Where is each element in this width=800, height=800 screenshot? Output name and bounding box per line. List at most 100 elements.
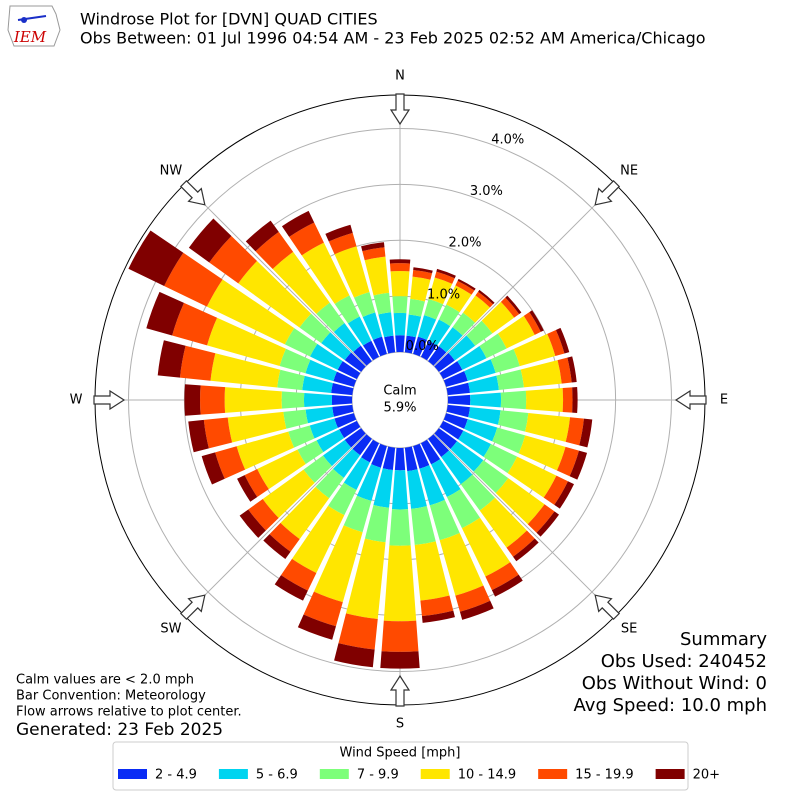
- wedge: [554, 481, 574, 509]
- wedge: [337, 361, 361, 380]
- wedge: [389, 263, 411, 272]
- wedge: [373, 292, 392, 315]
- legend-swatch: [218, 769, 248, 779]
- legend-label: 10 - 14.9: [458, 768, 516, 783]
- legend-label: 7 - 9.9: [357, 768, 399, 783]
- wedge: [323, 439, 352, 467]
- direction-label: NW: [160, 163, 183, 178]
- arrow-shape: [179, 594, 206, 621]
- wedge: [283, 409, 308, 429]
- wedge: [446, 489, 481, 529]
- direction-arrow: [389, 674, 411, 707]
- wedge: [382, 446, 396, 470]
- wedge: [439, 532, 484, 596]
- wedge: [184, 384, 201, 416]
- wedge: [302, 375, 333, 394]
- wedge: [421, 610, 455, 623]
- wedge: [464, 359, 496, 381]
- wedge: [362, 312, 383, 340]
- arrow-shape: [594, 594, 621, 621]
- wedge: [565, 417, 584, 446]
- wedge: [463, 295, 490, 323]
- wedge: [529, 310, 544, 332]
- wedge: [457, 278, 476, 291]
- wedge: [556, 446, 579, 477]
- legend-swatch: [420, 769, 450, 779]
- wedge: [500, 390, 527, 410]
- wedge: [520, 360, 562, 388]
- legend-swatch: [538, 769, 568, 779]
- wedge: [238, 260, 312, 328]
- wedge: [404, 446, 418, 472]
- wedge: [434, 271, 455, 284]
- y-tick-label: 2.0%: [448, 236, 481, 251]
- wedge: [353, 345, 372, 366]
- wedge: [201, 452, 225, 485]
- wedge: [255, 231, 294, 270]
- wedge: [281, 210, 315, 237]
- wedge: [395, 335, 405, 353]
- wedge: [333, 371, 357, 387]
- wedge: [381, 620, 419, 652]
- direction-label: W: [70, 393, 83, 408]
- wedge: [446, 285, 472, 313]
- wedge: [291, 505, 345, 573]
- wedge: [380, 651, 420, 669]
- wedge: [334, 413, 357, 428]
- wedge: [438, 304, 460, 327]
- wedge: [450, 441, 484, 472]
- wedge: [555, 327, 570, 354]
- wedge: [281, 558, 317, 591]
- wedge: [455, 280, 475, 295]
- wedge: [412, 269, 433, 280]
- logo-map: [7, 5, 61, 47]
- wedge: [513, 333, 556, 367]
- wedge: [448, 335, 476, 361]
- wedge: [203, 417, 233, 449]
- wedge: [413, 336, 428, 357]
- wedge: [309, 418, 338, 439]
- wedge: [431, 459, 461, 498]
- wedge: [332, 404, 354, 417]
- wedge: [334, 246, 370, 298]
- wedge: [478, 289, 495, 305]
- wedge: [378, 312, 394, 338]
- wedge: [569, 450, 588, 480]
- wedge: [518, 435, 566, 471]
- wedge: [460, 474, 496, 511]
- wedge: [458, 430, 492, 457]
- wedge: [344, 352, 366, 372]
- wedge: [288, 425, 315, 448]
- wedge: [497, 410, 529, 432]
- wedge: [239, 509, 266, 538]
- y-tick-label: 3.0%: [470, 184, 503, 199]
- wedge: [562, 387, 573, 413]
- y-tick-label: 4.0%: [491, 132, 524, 147]
- wedge: [297, 440, 324, 465]
- direction-arrow: [179, 179, 206, 206]
- wedge: [315, 468, 344, 499]
- wedge: [481, 301, 515, 334]
- wedge: [547, 329, 565, 357]
- wedge: [479, 333, 507, 359]
- wedge: [237, 475, 258, 502]
- wedge: [289, 222, 324, 256]
- wedge: [263, 534, 291, 560]
- y-tick-label: 1.0%: [427, 287, 460, 302]
- wedge: [496, 369, 524, 390]
- direction-arrow: [389, 93, 411, 126]
- direction-label: S: [396, 717, 404, 732]
- wedge: [438, 327, 463, 353]
- logo-dot: [21, 17, 27, 23]
- generated: Generated: 23 Feb 2025: [16, 720, 223, 740]
- wedge: [513, 538, 539, 562]
- wedge: [523, 312, 541, 335]
- wedge: [441, 450, 473, 485]
- wedge: [209, 236, 258, 284]
- wedge: [338, 613, 378, 650]
- grid-spoke: [433, 433, 617, 617]
- wedge: [413, 443, 430, 469]
- wedge: [557, 357, 572, 384]
- chart-subtitle: Obs Between: 01 Jul 1996 04:54 AM - 23 F…: [80, 29, 706, 48]
